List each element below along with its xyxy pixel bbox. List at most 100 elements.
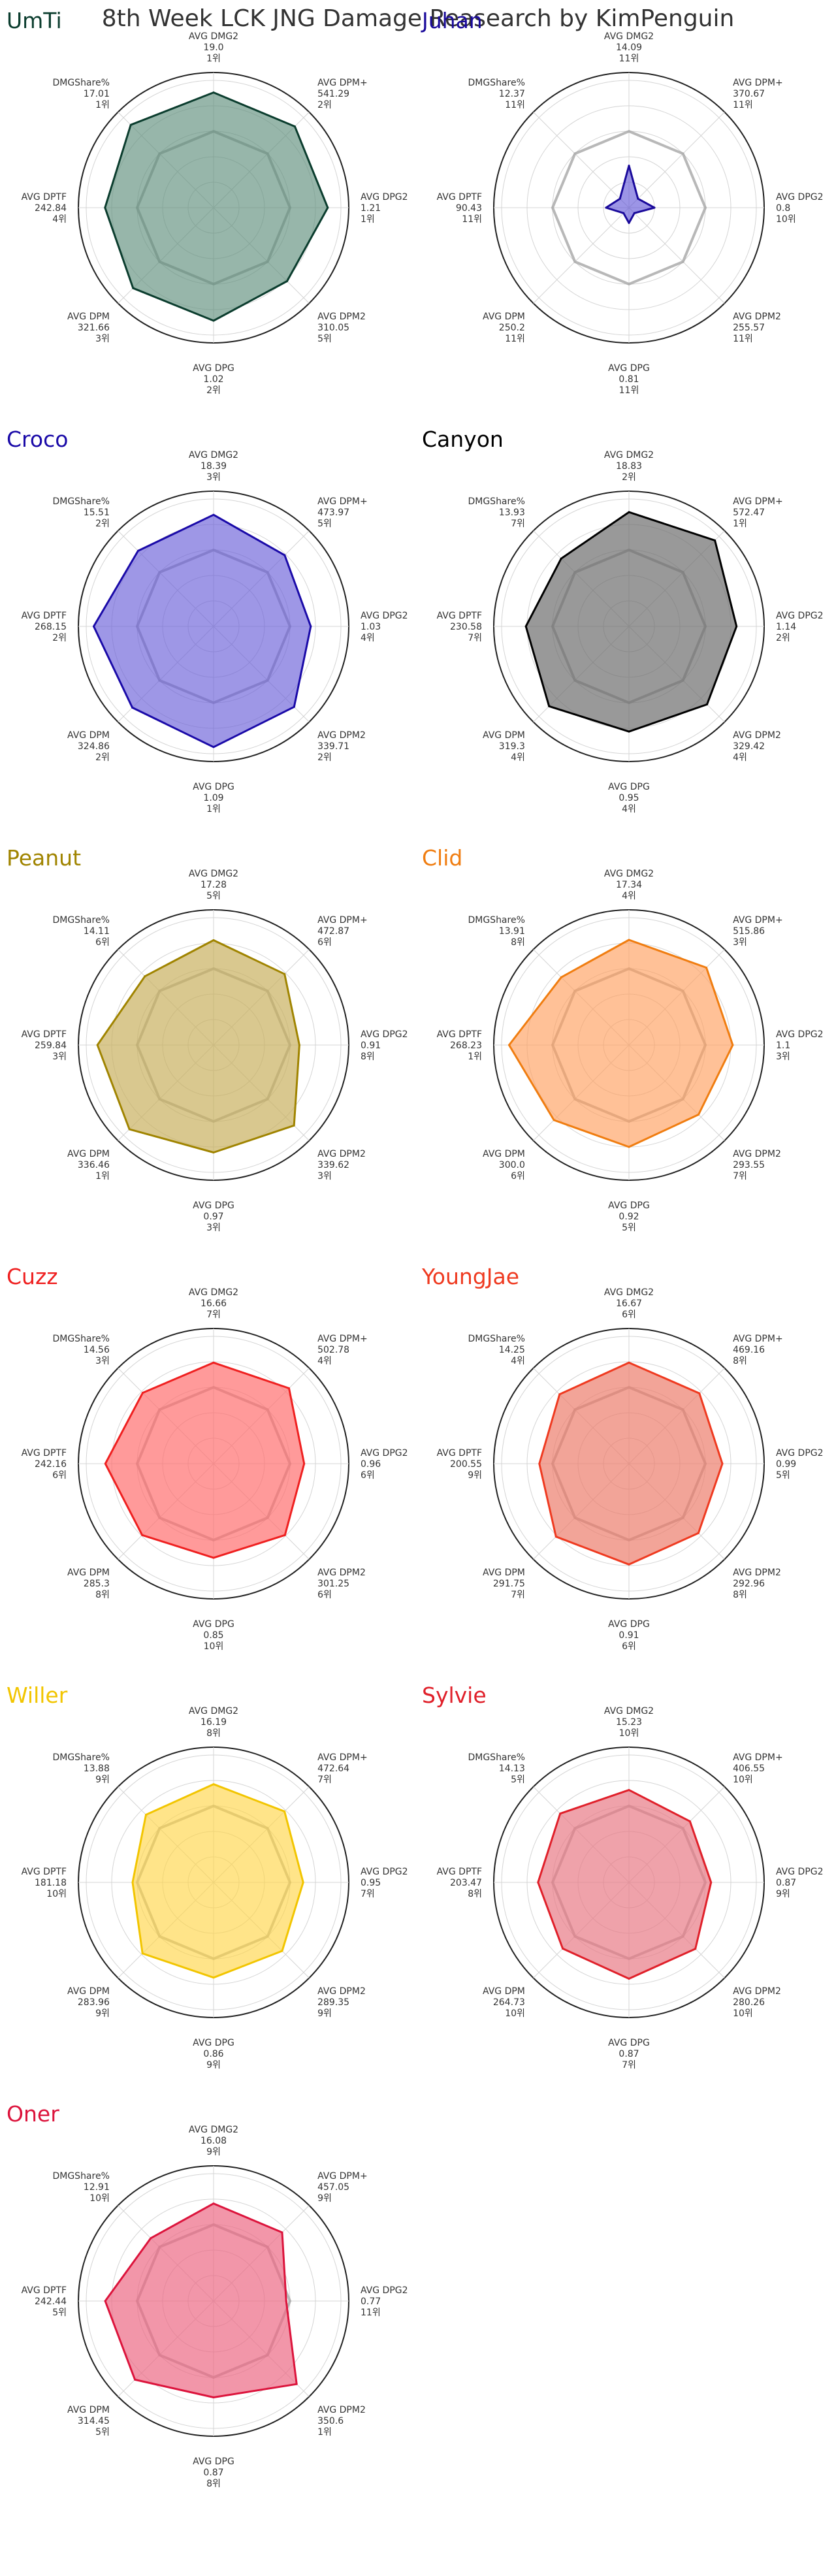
axis-value-label: 0.86 (203, 2049, 223, 2059)
player-name: Canyon (422, 427, 504, 452)
radar-data-point (104, 1462, 106, 1465)
axis-value-label: 472.64 (317, 1763, 349, 1774)
axis-rank-label: 9위 (468, 1470, 482, 1481)
axis-rank-label: 6위 (361, 1470, 375, 1481)
radar-data-point (93, 625, 95, 628)
axis-rank-label: 3위 (52, 1052, 67, 1062)
axis-rank-label: 6위 (622, 1310, 636, 1320)
axis-rank-label: 1위 (95, 1171, 110, 1182)
axis-label: AVG DPM2 (733, 1986, 781, 1997)
radar-data-point (628, 1789, 630, 1792)
radar-data-point (628, 1146, 630, 1148)
axis-label: AVG DPM2 (733, 312, 781, 322)
axis-value-label: 18.39 (201, 461, 227, 472)
axis-rank-label: 11위 (361, 2308, 381, 2318)
axis-rank-label: 9위 (206, 2147, 221, 2157)
radar-data-point (735, 625, 738, 628)
axis-value-label: 17.34 (616, 880, 642, 890)
radar-data-point (653, 206, 656, 209)
axis-value-label: 572.47 (733, 507, 765, 518)
axis-label: AVG DMG2 (189, 869, 238, 879)
player-name: YoungJae (421, 1264, 519, 1289)
axis-label: AVG DPTF (437, 611, 482, 621)
axis-label: AVG DPG (193, 782, 234, 792)
radar-data-point (637, 197, 639, 200)
axis-value-label: 1.09 (203, 793, 223, 803)
radar-data-point (212, 1976, 215, 1979)
radar-data-point (698, 1114, 699, 1116)
radar-data-point (141, 1952, 144, 1955)
axis-label: AVG DPM (67, 2405, 110, 2415)
axis-value-label: 181.18 (35, 1878, 67, 1888)
axis-label: AVG DPG (608, 1200, 650, 1211)
axis-label: DMGShare% (52, 2171, 109, 2182)
axis-label: AVG DPTF (22, 192, 67, 202)
axis-label: AVG DPM2 (733, 730, 781, 741)
axis-rank-label: 4위 (511, 1356, 525, 1366)
axis-rank-label: 7위 (511, 519, 525, 529)
radar-data-point (212, 513, 215, 516)
axis-label: AVG DPM+ (317, 2171, 368, 2182)
axis-label: AVG DPG (608, 1619, 650, 1630)
axis-label: AVG DPTF (22, 1867, 67, 1877)
axis-label: AVG DPG (193, 2456, 234, 2467)
axis-value-label: 0.97 (203, 1212, 223, 1222)
axis-rank-label: 6위 (52, 1470, 67, 1481)
radar-data-point (555, 1536, 557, 1538)
axis-rank-label: 4위 (317, 1356, 332, 1366)
radar-data-point (628, 221, 630, 224)
axis-label: DMGShare% (468, 915, 524, 926)
radar-data-point (633, 212, 635, 214)
axis-rank-label: 3위 (206, 1223, 221, 1233)
radar-data-point (508, 1044, 510, 1046)
axis-value-label: 0.99 (776, 1459, 796, 1470)
axis-rank-label: 9위 (206, 2060, 221, 2070)
axis-label: AVG DPM2 (317, 1568, 366, 1578)
axis-value-label: 203.47 (450, 1878, 482, 1888)
axis-rank-label: 8위 (206, 2479, 221, 2489)
radar-data-point (288, 1387, 290, 1389)
axis-rank-label: 9위 (317, 2193, 332, 2204)
axis-value-label: 289.35 (317, 1997, 349, 2008)
axis-value-label: 1.02 (203, 374, 223, 385)
axis-rank-label: 10위 (776, 214, 796, 225)
radar-data-point (104, 206, 106, 209)
figure-title: 8th Week LCK JNG Damage Reasearch by Kim… (102, 5, 735, 32)
axis-label: AVG DPG2 (361, 611, 408, 621)
player-name: Cuzz (7, 1264, 58, 1289)
axis-value-label: 310.05 (317, 323, 349, 333)
axis-rank-label: 3위 (317, 1171, 332, 1182)
axis-value-label: 14.11 (84, 926, 110, 937)
axis-value-label: 15.51 (84, 507, 110, 518)
axis-label: AVG DPM2 (733, 1568, 781, 1578)
axis-label: AVG DMG2 (604, 1287, 654, 1298)
axis-rank-label: 2위 (317, 100, 332, 110)
radar-data-point (145, 1814, 147, 1816)
axis-rank-label: 3위 (206, 472, 221, 483)
radar-data-point (303, 1462, 306, 1465)
axis-rank-label: 4위 (622, 804, 636, 814)
axis-value-label: 406.55 (733, 1763, 765, 1774)
axis-rank-label: 10위 (619, 1728, 639, 1739)
axis-label: AVG DPM+ (733, 496, 783, 507)
axis-rank-label: 8위 (733, 1590, 747, 1600)
radar-data-polygon (537, 1789, 713, 1980)
axis-rank-label: 2위 (52, 633, 67, 643)
radar-data-point (628, 511, 630, 513)
axis-value-label: 16.66 (201, 1298, 227, 1309)
axis-rank-label: 3위 (95, 334, 110, 344)
axis-value-label: 17.01 (84, 89, 110, 99)
axis-value-label: 515.86 (733, 926, 765, 937)
axis-value-label: 1.1 (776, 1040, 790, 1051)
radar-spoke (533, 112, 630, 208)
axis-rank-label: 5위 (317, 334, 332, 344)
axis-rank-label: 4위 (52, 214, 67, 225)
axis-label: DMGShare% (468, 1752, 524, 1763)
axis-label: DMGShare% (468, 1334, 524, 1344)
axis-label: AVG DPM+ (317, 1334, 368, 1344)
player-name: Juhan (421, 8, 483, 33)
